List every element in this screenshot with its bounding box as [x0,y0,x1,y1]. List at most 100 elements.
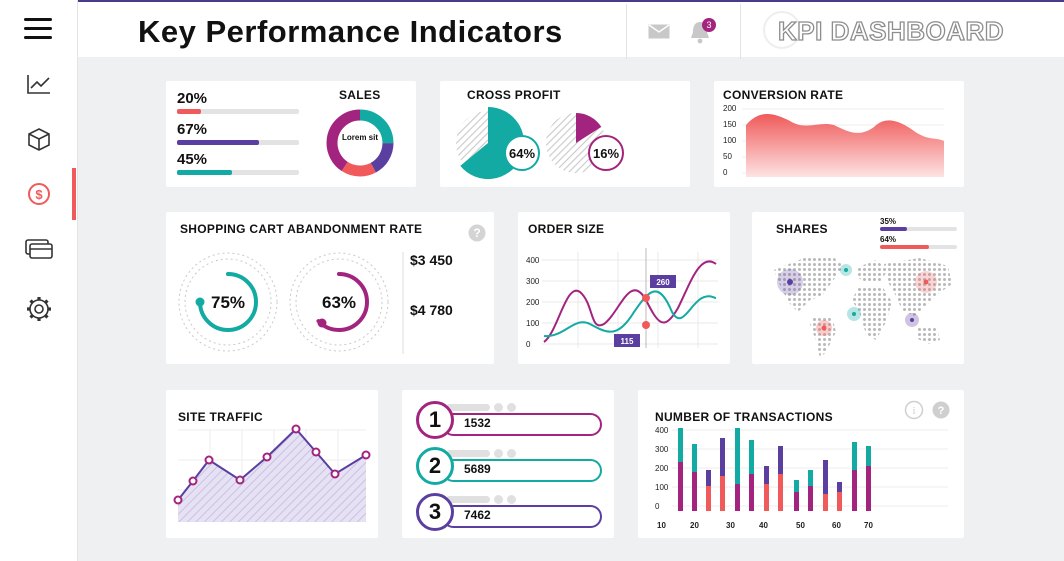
pie-label-ring [504,135,540,171]
rank-dot [507,449,516,458]
y-tick: 100 [723,136,737,145]
sales-bar-fill [177,170,232,175]
callout [614,334,640,347]
y-tick: 150 [723,120,737,129]
conversion-area [746,114,944,177]
y-tick: 0 [526,340,531,349]
y-tick: 100 [526,319,540,328]
x-tick: 20 [690,521,699,530]
sidebar-item-finance[interactable]: $ [0,168,78,220]
page-title: Key Performance Indicators [138,14,563,49]
info-icon[interactable]: i [904,400,924,420]
transactions-card: NUMBER OF TRANSACTIONS i ? 400 300 200 1… [638,390,964,538]
transactions-title: NUMBER OF TRANSACTIONS [655,410,833,424]
cross-profit-card: CROSS PROFIT 64% 16% [440,81,690,187]
traffic-point [204,455,214,465]
x-tick: 40 [759,521,768,530]
x-tick: 50 [796,521,805,530]
shares-bar-label: 35% [880,217,897,226]
menu-icon[interactable] [24,18,52,40]
gauge-label: 63% [322,293,356,312]
sidebar-item-products[interactable] [0,113,78,165]
sales-bar-track [177,109,299,114]
traffic-point [262,452,272,462]
y-tick: 50 [723,152,732,161]
x-tick: 70 [864,521,873,530]
traffic-point [173,495,183,505]
shares-bar-track [880,227,957,231]
shares-bar-fill [880,227,907,231]
sidebar-item-cards[interactable] [0,223,78,275]
site-traffic-chart [173,424,371,522]
help-icon[interactable]: ? [468,224,486,242]
sales-donut [326,109,394,177]
pie-label: 16% [593,146,619,161]
traffic-point [188,476,198,486]
sales-bar-track [177,170,299,175]
gear-icon [27,297,51,321]
shares-bar-fill [880,245,930,249]
line-chart-icon [27,75,50,94]
rank-dot [494,495,503,504]
sidebar-item-analytics[interactable] [0,58,78,110]
mail-icon[interactable] [648,24,670,39]
y-tick: 300 [526,277,540,286]
data-point [642,294,650,302]
gauge-arc [309,272,369,332]
brand-logo-icon [763,11,801,49]
sales-bar-label: 45% [177,151,208,168]
shares-title: SHARES [776,222,828,236]
cross-profit-pies: 64% 16% [456,106,624,179]
y-tick: 0 [723,168,728,177]
cross-profit-title: CROSS PROFIT [467,88,561,102]
sales-donut-label: Lorem sit [342,133,379,142]
rank-stub [446,450,490,457]
traffic-point [361,450,371,460]
x-tick: 60 [832,521,841,530]
sales-bar-label: 20% [177,90,208,107]
site-traffic-title: SITE TRAFFIC [178,410,263,424]
order-size-title: ORDER SIZE [528,222,605,236]
ranking-card: 1 1532 2 5689 3 7462 [402,390,614,538]
gauge-knob [317,318,327,328]
rank-number: 2 [416,447,454,485]
shares-bar-label: 64% [880,235,897,244]
conversion-rate-chart: 200 150 100 50 0 [723,104,944,177]
rank-dot [494,449,503,458]
order-series-magenta [543,260,717,343]
rank-value: 7462 [464,508,491,522]
data-point [642,321,650,329]
y-tick: 200 [655,464,669,473]
callout-label: 260 [656,278,670,287]
traffic-point [311,447,321,457]
y-tick: 400 [526,256,540,265]
rank-number: 3 [416,493,454,531]
shares-card: SHARES 35% 64% [752,212,964,364]
conversion-rate-title: CONVERSION RATE [723,88,844,102]
y-tick: 200 [526,298,540,307]
amount: $4 780 [410,302,453,318]
gauge-knob [195,297,205,307]
sidebar-item-settings[interactable] [0,283,78,335]
y-tick: 400 [655,426,669,435]
traffic-point [291,424,301,434]
dollar-icon: $ [28,183,50,205]
sales-bar-label: 67% [177,121,208,138]
brand-name: KPI DASHBOARD [777,15,1005,46]
svg-text:?: ? [473,226,480,240]
header: Key Performance Indicators 3 KPI DASHBOA… [78,0,1064,59]
y-tick: 200 [723,104,737,113]
callout-label: 115 [621,337,634,346]
help-icon[interactable]: ? [931,400,951,420]
x-tick: 30 [726,521,735,530]
y-tick: 100 [655,483,669,492]
amount: $3 450 [410,252,453,268]
rank-value: 5689 [464,462,491,476]
order-size-card: ORDER SIZE 260 115 400 300 200 100 0 [518,212,730,364]
site-traffic-card: SITE TRAFFIC [166,390,378,538]
notification-badge: 3 [702,18,716,32]
header-divider [740,4,741,59]
cart-abandonment-card: SHOPPING CART ABANDONMENT RATE ? 75% 63%… [166,212,494,364]
rank-number: 1 [416,401,454,439]
svg-text:?: ? [938,405,945,417]
